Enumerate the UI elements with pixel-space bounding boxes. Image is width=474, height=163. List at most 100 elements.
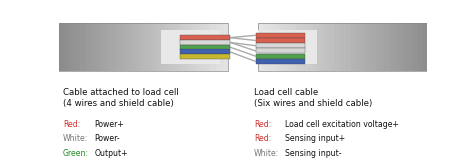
Bar: [64, 23, 68, 71]
Bar: [135, 23, 139, 71]
Bar: [304, 23, 308, 71]
Bar: [203, 23, 207, 71]
Bar: [169, 23, 173, 71]
Text: Red:: Red:: [254, 134, 271, 143]
Bar: [139, 23, 144, 71]
Bar: [211, 23, 216, 71]
Text: Load cell cable
(Six wires and shield cable): Load cell cable (Six wires and shield ca…: [254, 88, 372, 108]
Text: Load cell excitation voltage+: Load cell excitation voltage+: [285, 120, 399, 129]
Bar: [161, 30, 220, 64]
Bar: [296, 23, 300, 71]
Bar: [152, 23, 156, 71]
Bar: [329, 23, 334, 71]
Bar: [334, 23, 338, 71]
Text: White:: White:: [254, 149, 279, 158]
Bar: [127, 23, 131, 71]
Text: Power-: Power-: [94, 134, 120, 143]
Bar: [418, 23, 422, 71]
Bar: [300, 23, 304, 71]
Bar: [72, 23, 76, 71]
Bar: [287, 23, 292, 71]
Text: Green:: Green:: [63, 149, 89, 158]
Bar: [422, 23, 427, 71]
Bar: [84, 23, 89, 71]
Bar: [325, 23, 329, 71]
Bar: [190, 23, 194, 71]
Bar: [173, 23, 178, 71]
Bar: [97, 23, 101, 71]
Bar: [59, 23, 64, 71]
Bar: [256, 48, 305, 53]
Bar: [256, 54, 305, 59]
Bar: [156, 23, 161, 71]
Bar: [342, 23, 346, 71]
Bar: [194, 23, 199, 71]
Bar: [258, 30, 317, 64]
Bar: [207, 23, 211, 71]
Bar: [401, 23, 405, 71]
Bar: [372, 23, 376, 71]
Bar: [199, 23, 203, 71]
Text: White:: White:: [63, 134, 88, 143]
Bar: [292, 23, 296, 71]
Bar: [279, 23, 283, 71]
Bar: [181, 35, 230, 40]
Bar: [118, 23, 123, 71]
Bar: [144, 23, 148, 71]
Bar: [101, 23, 106, 71]
Bar: [181, 40, 230, 45]
Bar: [224, 23, 228, 71]
Bar: [359, 23, 363, 71]
Bar: [405, 23, 410, 71]
Bar: [181, 54, 230, 59]
Bar: [410, 23, 414, 71]
Bar: [367, 23, 372, 71]
Bar: [220, 23, 224, 71]
Bar: [355, 23, 359, 71]
Bar: [308, 23, 312, 71]
Bar: [178, 23, 182, 71]
Bar: [363, 23, 367, 71]
Bar: [68, 23, 72, 71]
Bar: [216, 23, 220, 71]
Text: Red:: Red:: [63, 120, 80, 129]
Bar: [148, 23, 152, 71]
Bar: [262, 23, 266, 71]
Bar: [317, 23, 321, 71]
Bar: [384, 23, 389, 71]
Bar: [321, 23, 325, 71]
Bar: [346, 23, 351, 71]
Bar: [114, 23, 118, 71]
Bar: [256, 59, 305, 64]
Text: Power+: Power+: [94, 120, 124, 129]
Bar: [110, 23, 114, 71]
Bar: [76, 23, 81, 71]
Bar: [312, 23, 317, 71]
Bar: [351, 23, 355, 71]
Bar: [81, 23, 84, 71]
Text: Sensing input-: Sensing input-: [285, 149, 342, 158]
Bar: [258, 23, 262, 71]
Bar: [256, 38, 305, 43]
Bar: [274, 23, 279, 71]
Bar: [266, 23, 270, 71]
Bar: [181, 49, 230, 54]
Bar: [106, 23, 110, 71]
Bar: [389, 23, 393, 71]
Text: Cable attached to load cell
(4 wires and shield cable): Cable attached to load cell (4 wires and…: [63, 88, 179, 108]
Text: Sensing input+: Sensing input+: [285, 134, 345, 143]
Bar: [270, 23, 274, 71]
Bar: [256, 43, 305, 48]
Bar: [414, 23, 418, 71]
Bar: [393, 23, 397, 71]
Bar: [93, 23, 97, 71]
Bar: [186, 23, 190, 71]
Bar: [256, 33, 305, 38]
Bar: [283, 23, 287, 71]
Bar: [161, 23, 165, 71]
Bar: [376, 23, 380, 71]
Bar: [397, 23, 401, 71]
Bar: [181, 45, 230, 50]
Bar: [131, 23, 135, 71]
Bar: [165, 23, 169, 71]
